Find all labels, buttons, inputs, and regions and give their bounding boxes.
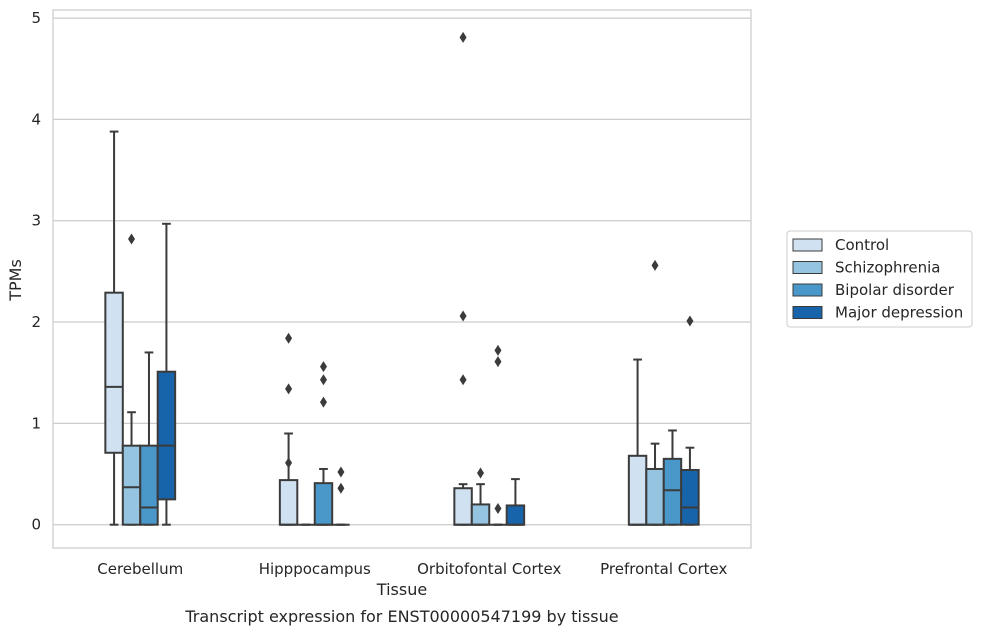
box: [156, 370, 177, 501]
outlier-point: [285, 332, 293, 344]
box-group: [104, 130, 124, 526]
box-group: [156, 222, 177, 526]
box-group: [645, 259, 665, 526]
legend-label: Control: [835, 236, 889, 254]
box: [645, 467, 665, 526]
outlier-point: [337, 482, 345, 494]
box: [453, 487, 473, 526]
x-tick-label: Orbitofontal Cortex: [417, 560, 561, 578]
x-tick-label: Prefrontal Cortex: [600, 560, 727, 578]
box: [121, 444, 142, 526]
plot-frame: [52, 9, 752, 549]
chart-caption: Transcript expression for ENST0000054719…: [184, 607, 618, 626]
y-tick-label: 1: [31, 414, 41, 432]
outlier-point: [686, 315, 694, 327]
legend-swatch: [792, 238, 823, 252]
legend-label: Schizophrenia: [835, 259, 940, 277]
outlier-point: [319, 361, 327, 373]
x-tick-label: Hipppocampus: [259, 560, 371, 578]
box: [662, 457, 683, 526]
outlier-point: [285, 457, 293, 469]
box-group: [278, 332, 299, 526]
box: [505, 504, 526, 526]
outlier-point: [494, 356, 502, 368]
box: [470, 503, 491, 526]
legend-swatch: [792, 306, 823, 319]
box-group: [627, 358, 648, 526]
box: [104, 291, 124, 454]
box: [627, 454, 648, 526]
outlier-point: [494, 502, 502, 514]
boxplots: [104, 31, 700, 526]
legend: Control Schizophrenia Bipolar disorder Majo…: [786, 230, 973, 328]
box-group: [332, 466, 350, 526]
outlier-point: [651, 259, 659, 271]
outlier-point: [128, 233, 136, 245]
y-tick-label: 0: [31, 516, 41, 534]
box: [278, 479, 299, 526]
y-axis: 0 1 2 3 4 5: [31, 9, 41, 534]
box-group: [489, 344, 507, 526]
box-group: [505, 478, 526, 526]
legend-swatch: [792, 261, 823, 274]
outlier-point: [477, 467, 485, 479]
x-axis: Cerebellum Hipppocampus Orbitofontal Corte…: [97, 560, 727, 578]
outlier-point: [337, 466, 345, 478]
outlier-point: [319, 374, 327, 386]
legend-label: Bipolar disorder: [835, 281, 955, 299]
outlier-point: [459, 31, 467, 43]
outlier-point: [494, 344, 502, 356]
legend-label: Major depression: [835, 304, 963, 322]
outlier-point: [459, 374, 467, 386]
box: [680, 468, 700, 526]
box-group: [470, 467, 491, 526]
legend-swatch: [792, 283, 823, 297]
outlier-point: [319, 396, 327, 408]
legend-frame: [786, 230, 973, 328]
box-group: [453, 31, 473, 526]
y-tick-label: 4: [31, 110, 41, 128]
y-axis-label: TPMs: [6, 259, 25, 302]
y-tick-label: 2: [31, 313, 41, 331]
y-tick-label: 3: [31, 212, 41, 230]
y-tick-label: 5: [31, 9, 41, 27]
box: [139, 444, 159, 526]
x-tick-label: Cerebellum: [97, 560, 183, 578]
x-axis-label: Tissue: [376, 580, 427, 599]
box-group: [680, 315, 700, 526]
box-group: [313, 361, 334, 526]
outlier-point: [285, 383, 293, 395]
outlier-point: [459, 310, 467, 322]
box: [313, 482, 334, 526]
